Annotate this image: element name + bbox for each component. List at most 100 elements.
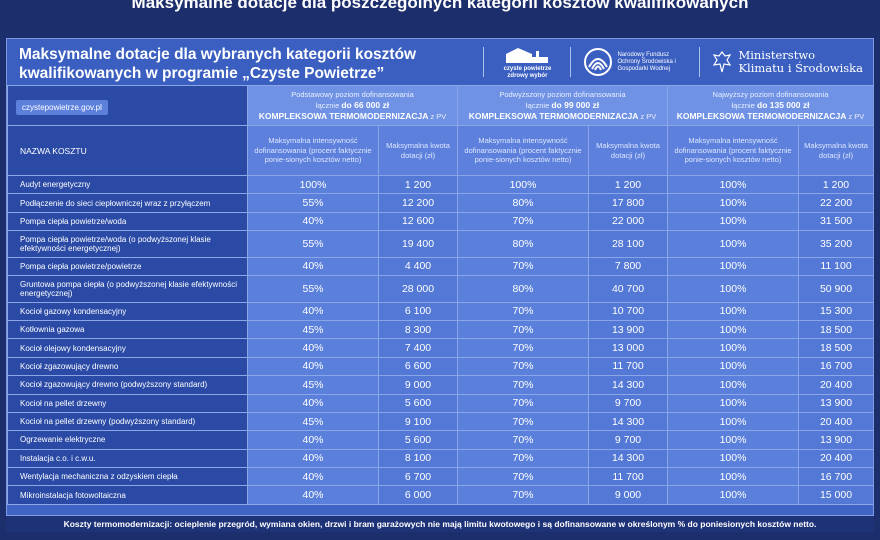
amount-cell: 7 800 [588,256,668,277]
footer-note: Koszty termomodernizacji: ocieplenie prz… [6,516,874,532]
amount-cell: 35 200 [798,230,873,258]
intensity-cell: 100% [667,301,799,321]
cost-name: Kotłownia gazowa [7,319,248,340]
table-row: Ogrzewanie elektryczne 40% 5 600 70% 9 700 10… [7,430,873,450]
intensity-cell: 100% [667,356,799,377]
intensity-cell: 100% [667,375,799,395]
intensity-cell: 70% [457,411,589,432]
amount-cell: 22 000 [588,211,668,232]
group-level: Podwyższony poziom dofinansowania [499,89,626,99]
table-row: Audyt energetyczny 100% 1 200 100% 1 200 100%… [7,174,873,195]
group-level: Najwyższy poziom dofinansowania [712,89,829,99]
cp-logo-text: czyste powietrze zdrowy wybór [503,66,552,79]
intensity-cell: 55% [247,275,379,303]
czyste-powietrze-logo: czyste powietrze zdrowy wybór [496,45,558,79]
amount-header: Maksymalna kwota dotacji (zł) [798,125,873,176]
cost-name: Audyt energetyczny [7,174,248,195]
table-row: Pompa ciepła powietrze/woda (o podwyższo… [7,230,873,258]
ministry-logo: Ministerstwo Klimatu i Środowiska [712,49,863,75]
table-row: Gruntowa pompa ciepła (o podwyższonej kl… [7,275,873,303]
group-total: łącznie do 99 000 zł [525,99,600,110]
amount-cell: 12 200 [378,193,458,213]
table-row: Kocioł gazowy kondensacyjny 40% 6 100 70% 10… [7,301,873,321]
intensity-cell: 70% [457,375,589,395]
intensity-cell: 70% [457,393,589,413]
intensity-cell: 70% [457,338,589,358]
amount-cell: 28 000 [378,275,458,303]
amount-cell: 20 400 [798,448,873,469]
amount-cell: 16 700 [798,467,873,487]
intensity-cell: 70% [457,485,589,505]
cost-name: Kocioł na pellet drzewny [7,393,248,413]
intensity-cell: 70% [457,319,589,340]
amount-cell: 18 500 [798,319,873,340]
amount-cell: 17 800 [588,193,668,213]
table-row: Kocioł zgazowujący drewno 40% 6 600 70% 11 7… [7,356,873,377]
name-column-header: NAZWA KOSZTU [7,125,248,176]
amount-cell: 6 000 [378,485,458,505]
cost-name: Kocioł zgazowujący drewno (podwyższony s… [7,375,248,395]
card-header: Maksymalne dotacje dla wybranych kategor… [7,39,873,85]
table-row: Kotłownia gazowa 45% 8 300 70% 13 900 100% 18 … [7,319,873,340]
website-cell: czystepowietrze.gov.pl [7,85,248,126]
amount-cell: 20 400 [798,411,873,432]
intensity-cell: 80% [457,230,589,258]
amount-cell: 13 000 [588,338,668,358]
table-row: Kocioł na pellet drzewny 40% 5 600 70% 9 700… [7,393,873,413]
amount-cell: 9 700 [588,393,668,413]
intensity-cell: 100% [667,411,799,432]
group-scope: KOMPLEKSOWA TERMOMODERNIZACJA z PV [468,110,657,121]
group-scope: KOMPLEKSOWA TERMOMODERNIZACJA z PV [676,110,865,121]
cost-name: Kocioł gazowy kondensacyjny [7,301,248,321]
amount-cell: 31 500 [798,211,873,232]
table-row: Kocioł zgazowujący drewno (podwyższony s… [7,375,873,395]
intensity-cell: 80% [457,193,589,213]
cost-name: Pompa ciepła powietrze/woda (o podwyższo… [7,230,248,258]
page-heading: Maksymalne dotacje dla poszczególnych ka… [131,0,749,12]
intensity-cell: 55% [247,230,379,258]
ministry-line1: Ministerstwo [738,48,816,62]
website-link[interactable]: czystepowietrze.gov.pl [16,99,108,115]
cost-name: Pompa ciepła powietrze/powietrze [7,256,248,277]
amount-cell: 6 100 [378,301,458,321]
intensity-cell: 70% [457,467,589,487]
amount-cell: 1 200 [588,174,668,195]
amount-cell: 18 500 [798,338,873,358]
amount-cell: 16 700 [798,356,873,377]
logo-divider [483,47,485,77]
table-row: Pompa ciepła powietrze/powietrze 40% 4 400… [7,256,873,277]
intensity-header: Maksymalna intensywność dofinansowania (… [457,125,589,176]
amount-cell: 6 700 [378,467,458,487]
cost-name: Pompa ciepła powietrze/woda [7,211,248,232]
amount-cell: 9 100 [378,411,458,432]
intensity-cell: 100% [667,256,799,277]
intensity-header: Maksymalna intensywność dofinansowania (… [247,125,379,176]
intensity-cell: 40% [247,256,379,277]
intensity-cell: 100% [667,230,799,258]
intensity-cell: 100% [667,448,799,469]
cost-name: Wentylacja mechaniczna z odzyskiem ciepł… [7,467,248,487]
amount-cell: 14 300 [588,448,668,469]
intensity-cell: 40% [247,301,379,321]
intensity-cell: 40% [247,356,379,377]
amount-cell: 5 600 [378,393,458,413]
nfosigw-text: Narodowy Fundusz Ochrony Środowiska i Go… [617,51,676,72]
table-row: Kocioł olejowy kondensacyjny 40% 7 400 70% 1… [7,338,873,358]
house-icon [506,48,549,63]
cost-name: Kocioł zgazowujący drewno [7,356,248,377]
intensity-cell: 100% [667,338,799,358]
intensity-cell: 45% [247,319,379,340]
amount-cell: 6 600 [378,356,458,377]
table-row: Wentylacja mechaniczna z odzyskiem ciepł… [7,467,873,487]
subsidy-table: czystepowietrze.gov.pl Podstawowy poziom… [7,85,873,505]
nfosigw-logo: Narodowy Fundusz Ochrony Środowiska i Go… [583,47,687,77]
intensity-cell: 100% [667,485,799,505]
group-header-row: czystepowietrze.gov.pl Podstawowy poziom… [7,85,873,126]
intensity-cell: 80% [457,275,589,303]
amount-cell: 13 900 [798,430,873,450]
amount-cell: 9 000 [378,375,458,395]
amount-cell: 11 700 [588,467,668,487]
intensity-cell: 100% [667,193,799,213]
amount-cell: 22 200 [798,193,873,213]
amount-cell: 1 200 [378,174,458,195]
